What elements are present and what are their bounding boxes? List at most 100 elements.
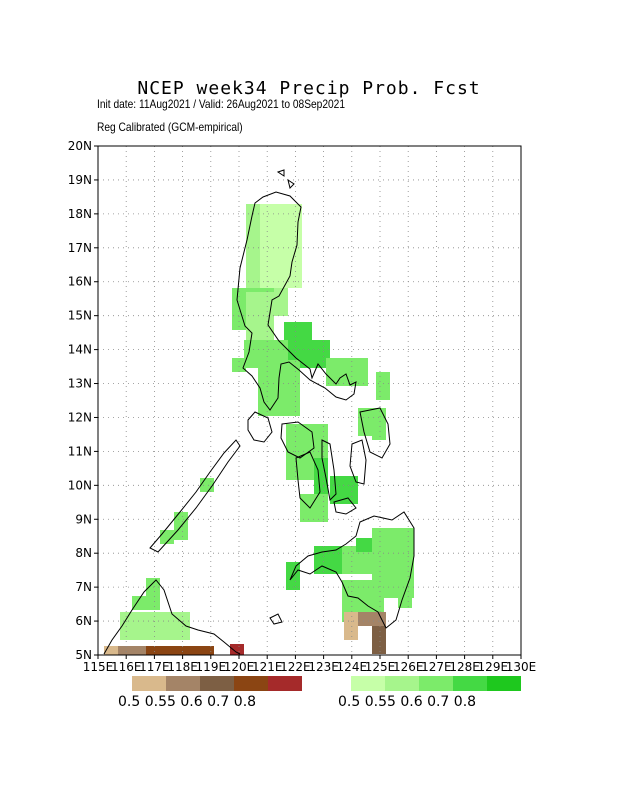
wet-probability-cell — [300, 508, 314, 522]
wet-probability-cell — [286, 424, 300, 438]
wet-probability-cell — [400, 542, 414, 556]
wet-probability-cell — [344, 476, 358, 490]
wet-probability-cell — [288, 218, 302, 232]
dry-legend-label: 0.55 — [144, 694, 176, 710]
lat-tick-label: 16N — [68, 275, 92, 289]
wet-probability-cell — [274, 246, 288, 260]
wet-legend-label: 0.5 — [338, 694, 361, 710]
dry-colorbar-swatch — [166, 676, 200, 691]
wet-probability-cell — [386, 542, 400, 556]
wet-probability-cell — [274, 288, 288, 302]
lat-tick-label: 12N — [68, 410, 92, 424]
wet-probability-cell — [354, 358, 368, 372]
wet-probability-cell — [146, 578, 160, 592]
wet-probability-cell — [176, 626, 190, 640]
dry-colorbar-swatch — [234, 676, 268, 691]
lon-tick-label: 121E — [252, 660, 283, 674]
wet-probability-cell — [314, 508, 328, 522]
wet-probability-cell — [400, 556, 414, 570]
lat-tick-label: 8N — [75, 546, 92, 560]
wet-probability-cell — [120, 626, 134, 640]
dry-probability-cell — [200, 646, 214, 655]
coastline-sulu — [269, 613, 283, 625]
wet-probability-cell — [258, 360, 272, 374]
wet-probability-cell — [286, 576, 300, 590]
wet-probability-cell — [358, 422, 372, 436]
wet-probability-cell — [330, 476, 344, 490]
wet-probability-cell — [260, 246, 274, 260]
wet-probability-cell — [288, 232, 302, 246]
wet-probability-cell — [326, 358, 340, 372]
wet-probability-cell — [260, 292, 274, 306]
wet-probability-cell — [274, 232, 288, 246]
wet-probability-cell — [376, 372, 390, 386]
wet-probability-cell — [372, 408, 386, 422]
lon-tick-label: 125E — [365, 660, 396, 674]
wet-probability-cell — [300, 438, 314, 452]
dry-probability-cell — [344, 626, 358, 640]
wet-probability-cell — [246, 246, 260, 260]
wet-probability-cell — [258, 340, 272, 354]
dry-probability-cell — [372, 626, 386, 640]
lon-tick-label: 129E — [478, 660, 509, 674]
wet-probability-cell — [200, 478, 214, 492]
wet-probability-cell — [314, 472, 328, 486]
wet-probability-cell — [314, 494, 328, 508]
wet-probability-cell — [258, 402, 272, 416]
coastlines — [103, 169, 415, 655]
wet-probability-cell — [260, 218, 274, 232]
wet-probability-cell — [246, 306, 260, 320]
wet-probability-cell — [344, 490, 358, 504]
lon-tick-label: 123E — [308, 660, 339, 674]
lon-tick-label: 119E — [196, 660, 227, 674]
lat-tick-label: 7N — [75, 580, 92, 594]
wet-probability-cell — [386, 584, 400, 598]
wet-probability-cell — [272, 388, 286, 402]
wet-probability-cell — [274, 260, 288, 274]
wet-probability-cell — [274, 274, 288, 288]
wet-probability-cell — [398, 594, 412, 608]
dry-colorbar-swatch — [200, 676, 234, 691]
probability-cells — [104, 204, 414, 655]
wet-probability-cell — [302, 354, 316, 368]
dry-probability-cell — [104, 646, 118, 655]
wet-probability-cell — [174, 512, 188, 526]
axis-ticks: 5N 6N 7N 8N 9N 10N 11N 12N 13N 14N 15N 16N 17N 18N 19N… — [68, 139, 537, 674]
wet-probability-cell — [386, 556, 400, 570]
map-gridlines — [98, 146, 521, 655]
wet-probability-cell — [246, 218, 260, 232]
wet-legend-label: 0.8 — [453, 694, 477, 710]
lat-tick-label: 20N — [68, 139, 92, 153]
wet-legend-label: 0.55 — [364, 694, 396, 710]
wet-probability-cell — [246, 292, 260, 306]
wet-probability-cell — [244, 340, 258, 354]
wet-probability-cell — [372, 426, 386, 440]
lat-tick-label: 6N — [75, 614, 92, 628]
wet-probability-cell — [272, 402, 286, 416]
lon-tick-label: 127E — [421, 660, 452, 674]
colorbars — [132, 676, 521, 691]
lon-tick-label: 122E — [280, 660, 311, 674]
coastline-mindoro — [247, 411, 273, 443]
wet-probability-cell — [370, 594, 384, 608]
wet-probability-cell — [246, 320, 260, 334]
lat-tick-label: 14N — [68, 343, 92, 357]
dry-probability-cell — [132, 646, 146, 655]
map-frame — [97, 145, 522, 656]
wet-probability-cell — [300, 466, 314, 480]
lon-tick-label: 115E — [83, 660, 114, 674]
dry-legend-label: 0.8 — [233, 694, 257, 710]
dry-colorbar-swatch — [132, 676, 166, 691]
wet-probability-cell — [246, 274, 260, 288]
wet-probability-cell — [232, 288, 246, 302]
wet-probability-cell — [372, 542, 386, 556]
coastline-negros — [295, 451, 321, 509]
lat-tick-label: 9N — [75, 512, 92, 526]
wet-probability-cell — [328, 546, 342, 560]
dry-probability-cell — [372, 612, 386, 626]
dry-probability-cell — [146, 646, 160, 655]
wet-probability-cell — [286, 374, 300, 388]
dry-probability-cell — [372, 640, 386, 654]
wet-probability-cell — [330, 490, 344, 504]
